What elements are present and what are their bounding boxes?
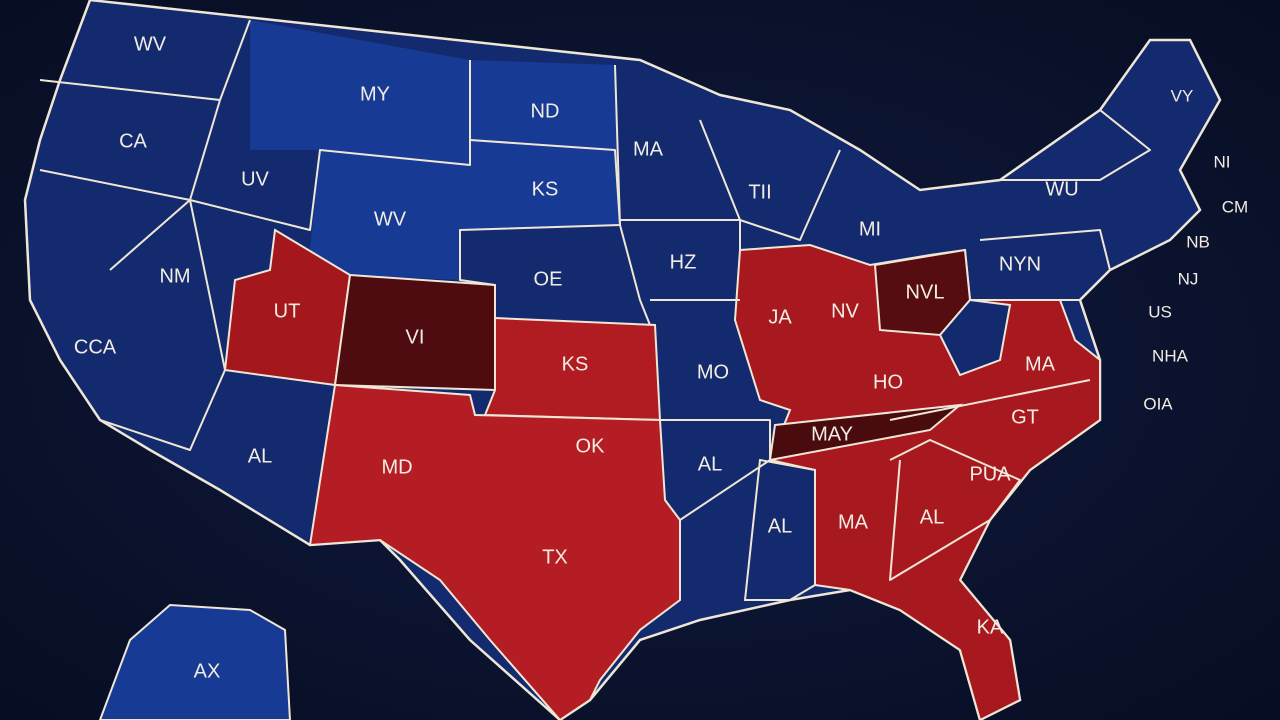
state-label: PUA bbox=[969, 463, 1011, 485]
border bbox=[614, 64, 651, 326]
state-label: UT bbox=[274, 300, 301, 322]
state-label: NJ bbox=[1178, 269, 1199, 288]
state-label: MAY bbox=[811, 423, 853, 445]
state-label: AL bbox=[920, 506, 944, 528]
state-label: WU bbox=[1045, 178, 1078, 200]
state-label: MD bbox=[381, 456, 412, 478]
state-label: MI bbox=[859, 218, 881, 240]
labels: WV MY ND CA UV KS MA TII WV MI NM UT VI … bbox=[74, 33, 1248, 682]
state-label: US bbox=[1148, 302, 1172, 321]
state-label: WV bbox=[374, 208, 407, 230]
state-label: TII bbox=[748, 181, 771, 203]
state-label: TX bbox=[542, 546, 568, 568]
dark-red-tennessee bbox=[768, 403, 964, 462]
state-label: KS bbox=[532, 178, 559, 200]
state-label: CM bbox=[1222, 197, 1248, 216]
state-label: MA bbox=[838, 511, 869, 533]
state-label: AL bbox=[768, 515, 792, 537]
state-label: OIA bbox=[1143, 394, 1173, 413]
state-label: OE bbox=[534, 268, 563, 290]
state-label: HZ bbox=[670, 251, 697, 273]
alaska bbox=[98, 603, 292, 720]
state-label: MO bbox=[697, 361, 729, 383]
border bbox=[889, 379, 1091, 421]
state-label: CCA bbox=[74, 336, 117, 358]
border bbox=[459, 139, 621, 286]
state-label: NM bbox=[159, 265, 190, 287]
state-label: MA bbox=[633, 138, 664, 160]
state-label: MA bbox=[1025, 353, 1056, 375]
state-label: UV bbox=[241, 168, 269, 190]
state-label: WV bbox=[134, 33, 167, 55]
state-label: OK bbox=[576, 435, 606, 457]
state-label: MY bbox=[360, 83, 390, 105]
border bbox=[970, 229, 1111, 301]
border bbox=[189, 60, 471, 231]
state-label: AX bbox=[194, 660, 221, 682]
state-label: CA bbox=[119, 130, 147, 152]
state-label: NV bbox=[831, 300, 859, 322]
state-label: HO bbox=[873, 371, 903, 393]
state-label: NVL bbox=[906, 281, 945, 303]
state-label: GT bbox=[1011, 406, 1039, 428]
border bbox=[1000, 109, 1151, 181]
border bbox=[99, 199, 226, 451]
state-label: KA bbox=[977, 616, 1004, 638]
state-label: NYN bbox=[999, 253, 1041, 275]
red-southwest bbox=[308, 383, 681, 720]
state-label: KS bbox=[562, 353, 589, 375]
north-blue bbox=[250, 20, 620, 280]
border bbox=[699, 119, 841, 241]
state-label: VI bbox=[406, 326, 425, 348]
state-label: AL bbox=[698, 453, 722, 475]
border bbox=[660, 419, 771, 521]
state-label: NHA bbox=[1152, 346, 1189, 365]
state-label: NI bbox=[1214, 152, 1231, 171]
state-label: AL bbox=[248, 445, 272, 467]
state-label: ND bbox=[531, 100, 560, 122]
state-label: NB bbox=[1186, 232, 1210, 251]
state-label: VY bbox=[1171, 86, 1194, 105]
border bbox=[889, 439, 1021, 581]
blue-mississippi bbox=[743, 458, 816, 601]
blue-west-virginia bbox=[938, 298, 1012, 377]
states bbox=[23, 0, 1222, 720]
state-label: JA bbox=[768, 306, 792, 328]
